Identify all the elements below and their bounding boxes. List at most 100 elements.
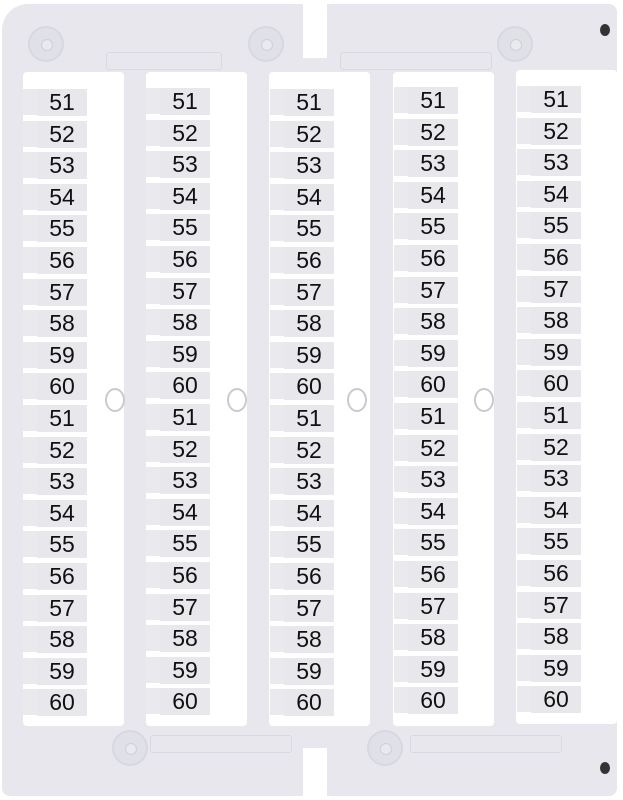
marker-label: 54 xyxy=(37,499,87,527)
marker-label: 53 xyxy=(37,468,87,496)
marker-label: 51 xyxy=(408,87,458,114)
marker-label: 54 xyxy=(408,497,458,525)
strip-tab xyxy=(394,687,408,714)
marker-label: 52 xyxy=(37,120,87,148)
mount-boss xyxy=(248,26,284,62)
mounting-hole xyxy=(105,388,125,412)
marker-label: 59 xyxy=(408,339,458,367)
strip-tab xyxy=(394,118,408,145)
strip-tab xyxy=(394,181,408,208)
marker-label: 56 xyxy=(531,244,581,271)
marker-label: 56 xyxy=(160,246,210,273)
marker-label: 59 xyxy=(37,657,87,685)
strip-tab xyxy=(23,531,37,558)
strip-tab xyxy=(517,623,531,650)
frame-rib xyxy=(106,52,222,70)
strip-tab xyxy=(394,87,408,113)
strip-tab xyxy=(146,688,160,715)
marker-label: 57 xyxy=(408,276,458,304)
strip-tab xyxy=(270,563,284,589)
marker-label: 56 xyxy=(531,560,581,587)
marker-label: 58 xyxy=(408,308,458,336)
strip-tab xyxy=(146,151,160,178)
strip-tab xyxy=(394,561,408,587)
strip-tab xyxy=(517,212,531,239)
strip-tab xyxy=(270,310,284,337)
strip-tab xyxy=(270,626,284,653)
marker-label: 53 xyxy=(531,149,581,177)
strip-tab xyxy=(270,341,284,368)
marker-label: 60 xyxy=(284,373,334,401)
strip-tab xyxy=(270,278,284,305)
strip-tab xyxy=(270,499,284,526)
mount-boss xyxy=(28,26,64,62)
marker-label: 60 xyxy=(408,687,458,715)
strip-tab xyxy=(394,371,408,398)
marker-label: 57 xyxy=(37,594,87,622)
marker-label: 59 xyxy=(408,655,458,683)
frame-rib xyxy=(410,735,562,753)
marker-label: 51 xyxy=(408,403,458,430)
strip-tab xyxy=(23,183,37,210)
strip-tab xyxy=(394,150,408,177)
marker-label: 52 xyxy=(37,436,87,464)
bottom-notch xyxy=(303,748,327,800)
strip-tab xyxy=(146,119,160,146)
marker-label: 53 xyxy=(160,467,210,495)
corner-pin xyxy=(600,762,610,774)
marker-label: 54 xyxy=(284,183,334,211)
marker-label: 52 xyxy=(531,117,581,145)
strip-tab xyxy=(270,657,284,684)
strip-tab xyxy=(517,654,531,681)
top-notch xyxy=(303,0,327,58)
marker-label: 56 xyxy=(37,247,87,274)
strip-tab xyxy=(23,341,37,368)
marker-label: 57 xyxy=(284,278,334,306)
strip-tab xyxy=(23,594,37,621)
strip-tab xyxy=(394,245,408,271)
marker-label: 54 xyxy=(160,498,210,526)
marker-label: 58 xyxy=(284,310,334,338)
marker-label: 51 xyxy=(284,89,334,116)
frame-rib xyxy=(150,735,292,753)
strip-tab xyxy=(394,403,408,429)
marker-label: 60 xyxy=(37,689,87,717)
marker-label: 57 xyxy=(531,591,581,619)
marker-label: 57 xyxy=(284,594,334,622)
marker-label: 53 xyxy=(284,152,334,180)
mount-boss xyxy=(497,26,533,62)
marker-label: 57 xyxy=(531,275,581,303)
strip-tab xyxy=(517,528,531,555)
strip-tab xyxy=(517,465,531,492)
mounting-hole xyxy=(474,388,494,412)
mounting-hole xyxy=(347,388,367,412)
mounting-hole xyxy=(227,388,247,412)
marker-label: 59 xyxy=(160,656,210,684)
strip-tab xyxy=(270,247,284,273)
marker-label: 51 xyxy=(160,88,210,115)
strip-tab xyxy=(270,405,284,431)
strip-tab xyxy=(23,89,37,115)
strip-tab xyxy=(23,373,37,400)
marker-label: 53 xyxy=(37,152,87,180)
strip-tab xyxy=(23,436,37,463)
marker-label: 53 xyxy=(408,466,458,494)
strip-tab xyxy=(517,338,531,365)
strip-tab xyxy=(270,468,284,495)
strip-tab xyxy=(146,498,160,525)
strip-tab xyxy=(146,372,160,399)
strip-tab xyxy=(517,560,531,586)
marker-label: 55 xyxy=(531,528,581,556)
marker-label: 60 xyxy=(160,688,210,716)
marker-label: 60 xyxy=(408,371,458,399)
strip-tab xyxy=(23,657,37,684)
strip-tab xyxy=(146,404,160,430)
strip-tab xyxy=(146,182,160,209)
marker-label: 54 xyxy=(284,499,334,527)
strip-tab xyxy=(394,529,408,556)
marker-label: 59 xyxy=(531,338,581,366)
marker-label: 57 xyxy=(408,592,458,620)
marker-label: 57 xyxy=(160,277,210,305)
marker-label: 53 xyxy=(160,151,210,179)
